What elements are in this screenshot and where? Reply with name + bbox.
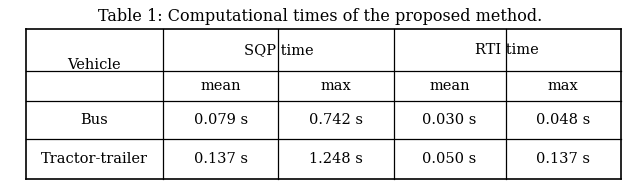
Text: 0.048 s: 0.048 s [536, 113, 590, 127]
Text: mean: mean [200, 79, 241, 93]
Text: SQP time: SQP time [244, 43, 313, 57]
Text: max: max [321, 79, 351, 93]
Text: 0.050 s: 0.050 s [422, 152, 477, 166]
Text: 1.248 s: 1.248 s [309, 152, 363, 166]
Text: mean: mean [429, 79, 470, 93]
Text: Bus: Bus [81, 113, 108, 127]
Text: RTI time: RTI time [476, 43, 539, 57]
Text: 0.742 s: 0.742 s [309, 113, 363, 127]
Text: max: max [548, 79, 579, 93]
Text: 0.030 s: 0.030 s [422, 113, 477, 127]
Text: Table 1: Computational times of the proposed method.: Table 1: Computational times of the prop… [98, 8, 542, 25]
Text: 0.137 s: 0.137 s [536, 152, 590, 166]
Text: Tractor-trailer: Tractor-trailer [41, 152, 148, 166]
Text: 0.079 s: 0.079 s [194, 113, 248, 127]
Text: 0.137 s: 0.137 s [194, 152, 248, 166]
Text: Vehicle: Vehicle [68, 58, 121, 72]
